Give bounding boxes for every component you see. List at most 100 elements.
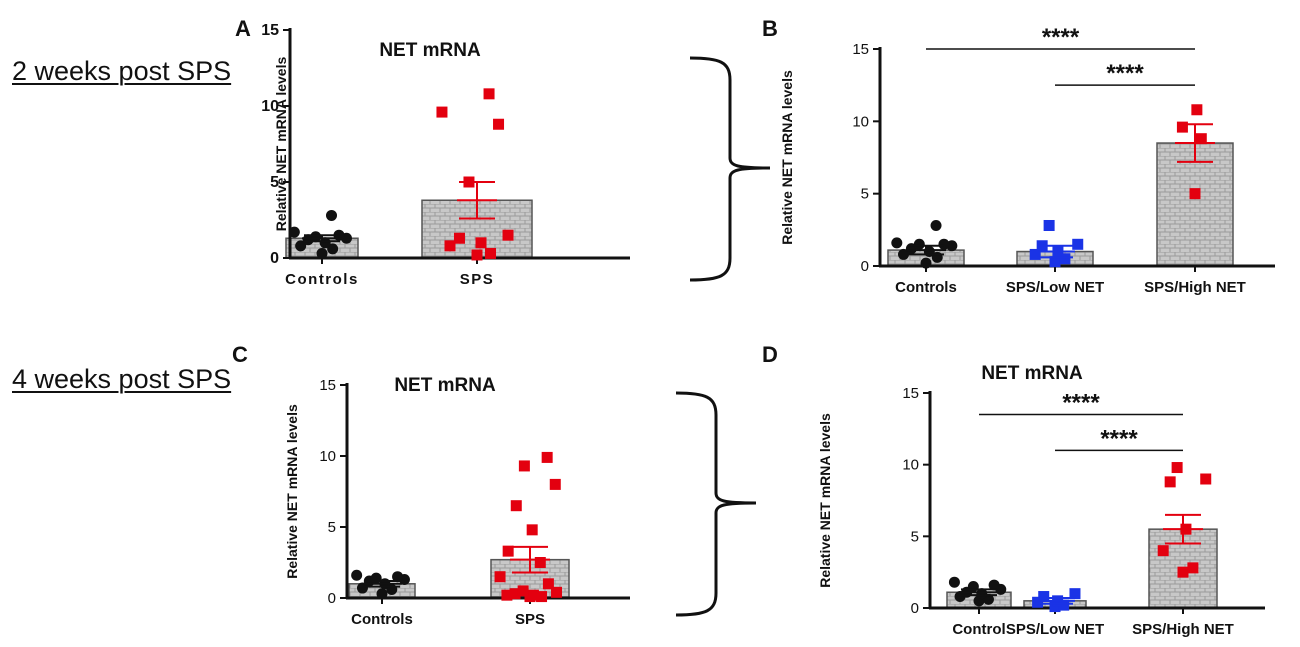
data-point [509,588,521,600]
data-point [493,118,505,130]
panel-letter: B [762,16,778,41]
data-point [326,209,338,221]
data-point [1069,588,1081,600]
data-point [485,247,497,259]
y-tick-label: 15 [319,377,336,394]
row-label-4-weeks: 4 weeks post SPS [12,364,232,394]
significance-label: **** [1106,60,1144,87]
data-point [948,576,960,588]
data-point [327,243,339,255]
x-tick-label: Controls [895,279,957,296]
y-tick-label: 15 [261,22,279,39]
data-point [444,240,456,252]
y-tick-label: 0 [861,258,869,275]
data-point [517,585,529,597]
data-point [392,571,404,583]
data-point [1176,121,1188,133]
y-tick-label: 10 [319,448,336,465]
data-point [356,582,368,594]
chart-panel-b: B Relative NET mRNA levels 0 5 10 15 Controls S… [762,16,1275,296]
significance-label: **** [1062,390,1100,417]
data-point [1177,566,1189,578]
panel-letter: D [762,342,778,367]
data-point [527,589,539,601]
chart-title: NET mRNA [379,40,481,61]
y-tick-label: 10 [261,98,279,115]
data-point [518,460,530,472]
data-point [1049,256,1061,268]
data-point [288,226,300,238]
data-point [913,238,925,250]
chart-title: NET mRNA [981,363,1083,384]
data-point [551,586,563,598]
data-point [988,579,1000,591]
y-tick-label: 15 [852,41,869,58]
data-point [542,578,554,590]
data-point [502,229,514,241]
data-point [898,248,910,260]
brace-top [689,56,771,282]
x-tick-label: SPS/Low NET [1006,621,1104,638]
y-axis-label: Relative NET mRNA levels [284,404,300,579]
data-point [891,237,903,249]
data-point [471,249,483,261]
data-point [1157,545,1169,557]
y-axis-label: Relative NET mRNA levels [273,57,289,232]
data-point [502,545,514,557]
chart-title: NET mRNA [394,375,496,396]
data-point [1043,219,1055,231]
x-tick-label: SPS [460,271,495,288]
data-point [1049,601,1061,613]
y-tick-label: 0 [911,600,919,617]
data-point [1038,591,1050,603]
panel-letter: A [235,16,251,41]
chart-panel-a: A NET mRNA Relative NET mRNA levels 0 5 10 15 C… [235,16,630,288]
data-point [930,219,942,231]
brace-bottom [675,391,757,617]
x-tick-label: SPS/High NET [1132,621,1234,638]
data-point [536,591,548,603]
y-tick-label: 5 [270,174,279,191]
data-point [501,589,513,601]
y-tick-label: 10 [852,113,869,130]
data-point [1200,473,1212,485]
data-point [541,451,553,463]
y-tick-label: 10 [902,457,919,474]
data-point [1191,104,1203,116]
significance-label: **** [1100,425,1138,452]
x-tick-label: SPS [515,611,545,628]
y-tick-label: 5 [861,186,869,203]
data-point [1032,596,1044,608]
data-point [483,88,495,100]
data-point [494,571,506,583]
significance-label: **** [1042,24,1080,51]
data-point [1058,599,1070,611]
data-point [295,240,307,252]
y-tick-label: 0 [270,250,279,267]
data-point [316,247,328,259]
data-point [475,237,487,249]
data-point [1189,188,1201,200]
data-point [1059,253,1071,265]
y-tick-label: 5 [328,519,336,536]
data-point [351,569,363,581]
data-point [1171,462,1183,474]
data-point [510,500,522,512]
data-point [1195,133,1207,145]
x-tick-label: Controls [351,611,413,628]
y-axis-label: Relative NET mRNA levels [817,413,833,588]
data-point [534,557,546,568]
data-point [436,106,448,118]
data-point [1187,562,1199,574]
data-point [549,478,561,490]
data-point [453,232,465,244]
panel-letter: C [232,342,248,367]
data-point [370,572,382,584]
x-tick-label: Controls [285,271,359,288]
x-tick-label: SPS/Low NET [1006,279,1104,296]
x-tick-label: SPS/High NET [1144,279,1246,296]
data-point [526,524,538,536]
row-label-2-weeks: 2 weeks post SPS [12,56,232,86]
y-tick-label: 5 [911,528,919,545]
